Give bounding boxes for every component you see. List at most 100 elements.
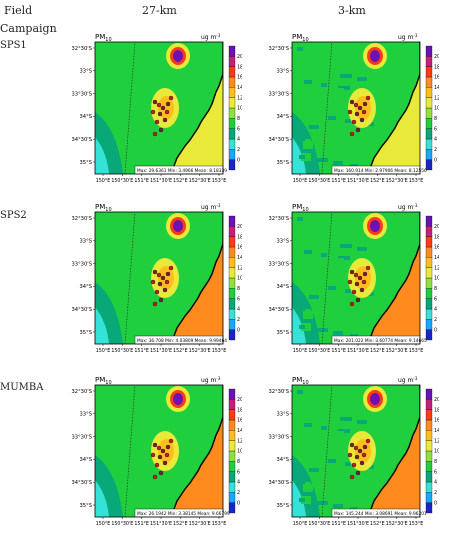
- lon-tick-label: 150°30'E: [308, 178, 330, 184]
- colorbar-segment: [425, 257, 433, 268]
- lat-tick-label: 34°30'S: [71, 480, 92, 486]
- land-speckle: [325, 69, 335, 77]
- colorbar-segment: [425, 128, 433, 140]
- site-marker: [349, 301, 355, 307]
- stats-text: Max: 29.6361 Min: 3.4966 Mean: 8.18339: [137, 168, 227, 174]
- site-marker: [355, 470, 361, 476]
- land-speckle: [303, 484, 313, 492]
- colorbar-segment: [425, 215, 433, 227]
- site-marker: [152, 99, 158, 105]
- lon-tick-label: 151°30'E: [347, 521, 369, 527]
- panel-title-sub: 10: [105, 207, 111, 213]
- site-marker: [353, 272, 359, 278]
- site-marker: [357, 275, 363, 281]
- site-marker: [359, 460, 365, 466]
- colorbar-segment: [425, 419, 433, 431]
- lat-tick-label: 34°30'S: [268, 137, 289, 143]
- site-marker: [361, 452, 367, 458]
- land-speckle: [317, 97, 327, 103]
- colorbar-segment: [228, 319, 236, 330]
- colorbar-tick-label: 4: [434, 137, 437, 143]
- colorbar-segment: [228, 149, 236, 160]
- site-marker: [160, 448, 166, 454]
- panel-title: PM10: [95, 376, 112, 386]
- lat-tick-label: 33°S: [80, 69, 93, 75]
- colorbar-segment: [425, 277, 433, 289]
- site-marker: [353, 445, 359, 451]
- site-marker: [365, 95, 371, 101]
- colorbar-tick-label: 2: [434, 490, 437, 496]
- panel-units: ug m-3: [398, 203, 418, 211]
- colorbar-segment: [425, 288, 433, 299]
- panel-units: ug m-3: [201, 376, 221, 384]
- land-speckle: [329, 225, 335, 231]
- colorbar-tick-label: 10: [434, 276, 439, 282]
- lat-tick-label: 34°30'S: [71, 307, 92, 313]
- panel-title: PM10: [292, 376, 309, 386]
- colorbar-segment: [425, 481, 433, 493]
- site-marker: [347, 279, 353, 285]
- colorbar-segment: [425, 399, 433, 410]
- land-speckle: [358, 479, 366, 485]
- site-marker: [150, 109, 156, 115]
- colorbar-segment: [228, 288, 236, 299]
- colorbar-tick-label: 18: [434, 64, 439, 70]
- colorbar-tick-label: 14: [434, 85, 439, 91]
- land-speckle: [301, 496, 311, 504]
- site-marker: [362, 101, 368, 107]
- panel-title: PM10: [292, 203, 309, 213]
- site-marker: [357, 448, 363, 454]
- lat-tick-label: 33°S: [80, 412, 93, 418]
- colorbar-tick-label: 2: [434, 317, 437, 323]
- land-speckle: [354, 150, 366, 158]
- colorbar-tick-label: 0: [434, 327, 437, 333]
- colorbar-segment: [425, 138, 433, 150]
- colorbar-tick-label: 14: [237, 428, 242, 434]
- lat-tick-label: 32°30'S: [71, 46, 92, 52]
- colorbar-tick-label: 20: [237, 54, 242, 60]
- lat-tick-label: 32°30'S: [268, 216, 289, 222]
- lon-tick-label: 153°E: [212, 521, 227, 527]
- lon-tick-label: 150°30'E: [111, 178, 133, 184]
- land-speckle: [345, 119, 351, 123]
- colorbar-segment: [228, 159, 236, 171]
- colorbar-tick-label: 12: [434, 438, 439, 444]
- land-speckle: [333, 504, 343, 508]
- land-speckle: [313, 281, 319, 289]
- site-marker: [349, 474, 355, 480]
- row-label-sps2: SPS2: [0, 210, 27, 221]
- colorbar-segment: [425, 246, 433, 258]
- site-marker: [162, 287, 168, 293]
- colorbar-segment: [425, 267, 433, 279]
- colorbar-segment: [425, 226, 433, 237]
- land-speckle: [332, 102, 344, 110]
- land-speckle: [304, 423, 312, 427]
- land-speckle: [332, 445, 344, 453]
- colorbar-tick-label: 16: [237, 75, 242, 81]
- land-speckle: [320, 487, 328, 495]
- lon-tick-label: 150°E: [96, 348, 111, 354]
- map-field: [292, 212, 420, 344]
- colorbar-segment: [228, 492, 236, 503]
- lon-tick-label: 152°30'E: [386, 521, 408, 527]
- colorbar-tick-label: 8: [434, 286, 437, 292]
- colorbar-segment: [228, 246, 236, 258]
- lon-tick-label: 152°30'E: [386, 348, 408, 354]
- lat-tick-label: 33°30'S: [268, 261, 289, 267]
- site-marker: [160, 105, 166, 111]
- land-speckle: [313, 111, 319, 119]
- lon-tick-label: 150°30'E: [308, 521, 330, 527]
- lon-tick-label: 150°30'E: [308, 348, 330, 354]
- colorbar-tick-label: 12: [237, 265, 242, 271]
- site-marker: [162, 460, 168, 466]
- lon-tick-label: 150°E: [293, 521, 308, 527]
- lon-tick-label: 151°E: [331, 178, 346, 184]
- land-speckle: [333, 331, 343, 335]
- cyan-lobe-inner: [95, 137, 109, 174]
- colorbar-segment: [425, 66, 433, 78]
- site-marker: [355, 297, 361, 303]
- map-sps2-27km: PM10 ug m-3 Max: 36.708 Min: 4.03809 Mean:…: [71, 203, 242, 354]
- campaign-label: Campaign: [0, 22, 57, 35]
- land-speckle: [328, 459, 336, 463]
- lon-tick-label: 152°30'E: [189, 348, 211, 354]
